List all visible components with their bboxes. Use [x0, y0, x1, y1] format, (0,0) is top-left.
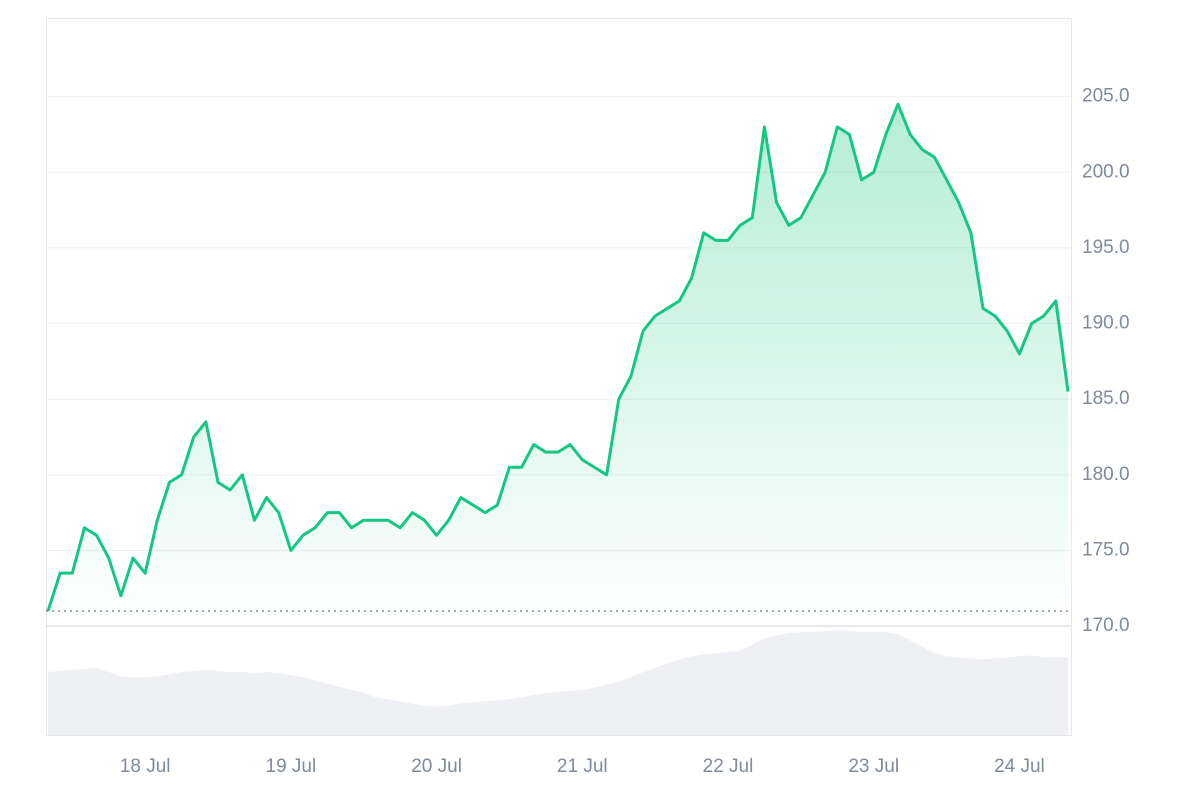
x-tick-label: 22 Jul [703, 756, 754, 777]
x-tick-label: 21 Jul [557, 756, 608, 777]
y-tick-label: 180.0 [1082, 464, 1130, 485]
y-tick-label: 185.0 [1082, 388, 1130, 409]
x-tick-label: 20 Jul [411, 756, 462, 777]
x-tick-label: 19 Jul [266, 756, 317, 777]
y-tick-label: 205.0 [1082, 86, 1130, 107]
y-tick-label: 175.0 [1082, 539, 1130, 560]
x-tick-label: 18 Jul [120, 756, 171, 777]
plot-frame [46, 18, 1072, 736]
volume-area [48, 630, 1068, 735]
y-tick-label: 190.0 [1082, 313, 1130, 334]
price-area [48, 104, 1068, 627]
y-tick-label: 195.0 [1082, 237, 1130, 258]
price-line [46, 102, 1070, 612]
x-tick-label: 24 Jul [994, 756, 1045, 777]
y-tick-label: 200.0 [1082, 161, 1130, 182]
x-tick-label: 23 Jul [848, 756, 899, 777]
y-tick-label: 170.0 [1082, 615, 1130, 636]
